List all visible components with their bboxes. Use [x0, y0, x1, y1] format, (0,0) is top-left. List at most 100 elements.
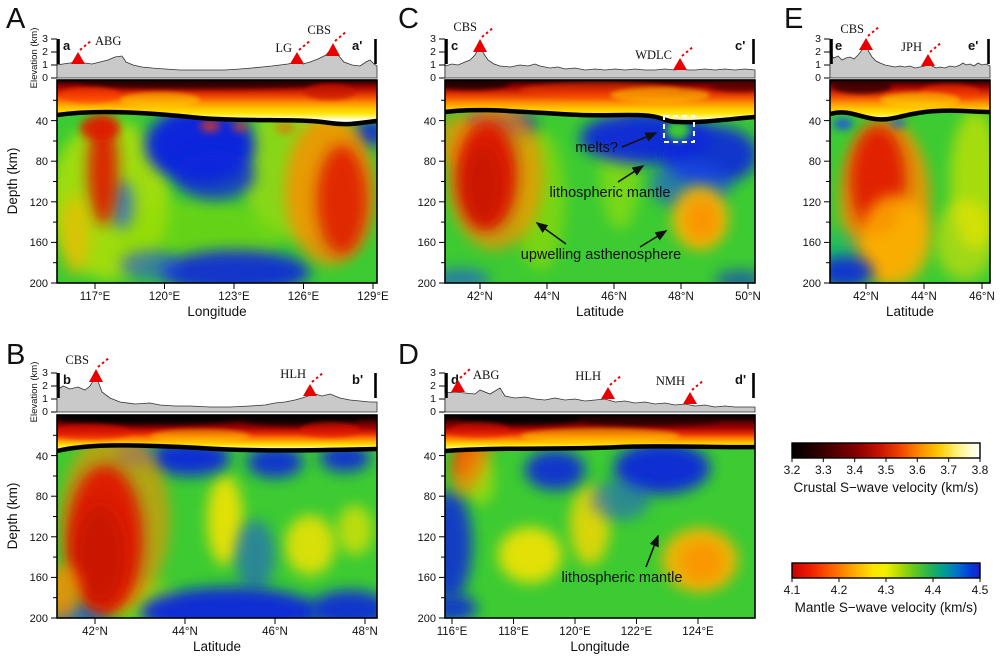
mantle-field [57, 111, 377, 283]
volcano-WDLC: WDLC [635, 45, 695, 70]
volcano-label: JPH [901, 40, 922, 54]
depth-axis-label: Depth (km) [5, 148, 20, 215]
eruption-dashes-icon [334, 30, 348, 42]
cb-tick: 3.5 [878, 463, 895, 477]
x-ticks [94, 618, 366, 624]
cb-tick: 3.6 [909, 463, 926, 477]
depth-tick: 200 [418, 613, 436, 625]
moho-line [444, 444, 756, 454]
elev-tick: 2 [430, 380, 436, 392]
volcano-JPH: JPH [901, 40, 943, 66]
cb-tick: 3.7 [940, 463, 957, 477]
depth-tick: 40 [809, 116, 821, 128]
elev-tick: 0 [430, 72, 436, 84]
depth-tick: 160 [418, 237, 436, 249]
volcano-icon [326, 43, 340, 56]
crust-anomalies [445, 80, 755, 103]
depth-section [829, 79, 991, 284]
elevation-axis-label: Elevation (km) [29, 28, 40, 89]
x-ticks [479, 283, 749, 289]
upwell-arrow-right [639, 230, 668, 248]
volcano-label: CBS [65, 353, 89, 367]
depth-tick: 200 [803, 278, 821, 290]
terrain-profile [444, 387, 756, 413]
volcano-LG: LG [275, 39, 312, 64]
elev-tick: 2 [430, 46, 436, 58]
crust-anomalies [832, 80, 980, 108]
elev-tick: 1 [430, 59, 436, 71]
eruption-dashes-icon [79, 39, 93, 51]
volcano-label: NMH [656, 374, 685, 388]
elev-tick: 3 [430, 367, 436, 379]
volcano-icon [859, 38, 873, 50]
x-tick: 122°E [621, 626, 653, 638]
depth-tick: 40 [36, 451, 48, 463]
cb-tick: 4.1 [784, 583, 801, 597]
annotations: lithospheric mantle [562, 534, 683, 586]
moho-line [56, 109, 378, 127]
crustal-colorbar-ticks [791, 458, 981, 462]
lith-label: lithospheric mantle [550, 185, 671, 201]
crust-anomalies [57, 415, 360, 443]
crustal-colorbar-swatch [791, 442, 981, 459]
corner-label-end: a' [352, 38, 362, 53]
volcano-ABG: ABG [451, 368, 499, 392]
eruption-dashes-icon [691, 379, 705, 391]
elevation-ticks [439, 38, 446, 79]
terrain-profile [56, 375, 378, 413]
depth-tick: 120 [803, 197, 821, 209]
depth-tick: 160 [803, 237, 821, 249]
upwell-arrow-left [535, 222, 567, 245]
corner-label-start: a [63, 38, 71, 53]
volcano-CBS: CBS [65, 353, 111, 382]
elev-tick: 1 [42, 393, 48, 405]
volcano-CBS: CBS [307, 23, 348, 56]
panel-letter: B [6, 339, 25, 371]
cb-tick: 3.8 [972, 463, 989, 477]
colorbar-mantle: 4.1 4.2 4.3 4.4 4.5 Mantle S−wave veloci… [784, 562, 989, 615]
volcano-label: ABG [473, 368, 499, 382]
x-ticks [865, 283, 983, 289]
elevation-axis-label: Elevation (km) [29, 362, 40, 423]
volcano-icon [673, 58, 687, 70]
x-tick: 44°N [172, 626, 198, 638]
mantle-field [830, 110, 990, 284]
volcano-icon [921, 54, 935, 66]
elev-tick: 1 [430, 393, 436, 405]
elev-tick: 0 [42, 72, 48, 84]
depth-axis [439, 434, 445, 619]
corner-label-start: b [63, 372, 71, 387]
volcano-label: ABG [95, 34, 121, 48]
corner-label-start: d [451, 372, 459, 387]
cb-tick: 4.3 [878, 583, 895, 597]
depth-axis [824, 99, 830, 284]
elev-tick: 3 [42, 367, 48, 379]
eruption-dashes-icon [298, 39, 312, 51]
volcano-icon [451, 380, 465, 392]
eruption-dashes-icon [609, 374, 623, 386]
depth-tick: 80 [36, 491, 48, 503]
x-tick: 46°N [969, 291, 995, 303]
volcano-label: LG [275, 41, 292, 55]
x-tick: 126°E [288, 291, 320, 303]
x-axis-label: Longitude [187, 304, 246, 319]
panel-letter: E [784, 3, 803, 35]
corner-label-start: c [451, 38, 458, 53]
volcano-NMH: NMH [656, 374, 705, 404]
elev-tick: 2 [42, 46, 48, 58]
volcano-icon [303, 384, 317, 396]
mantle-field [445, 446, 755, 618]
x-tick: 129°E [357, 291, 389, 303]
x-tick: 46°N [262, 626, 288, 638]
elevation-ticks [824, 38, 831, 79]
depth-section [56, 414, 378, 619]
lith-label: lithospheric mantle [562, 570, 683, 586]
volcano-HLH: HLH [575, 369, 623, 399]
depth-tick: 120 [30, 532, 48, 544]
cb-tick: 4.5 [972, 583, 989, 597]
eruption-dashes-icon [481, 26, 495, 38]
elev-tick: 3 [815, 33, 821, 45]
elevation-ticks [51, 372, 58, 413]
